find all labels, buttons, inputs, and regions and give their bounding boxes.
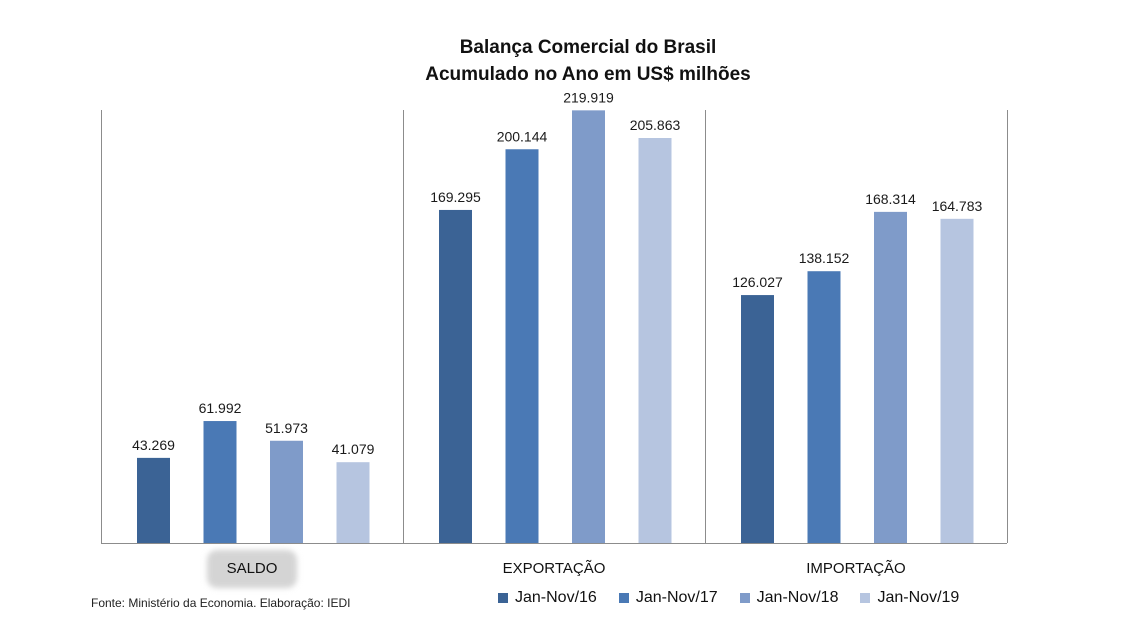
bar-jan-nov-17-0 xyxy=(203,421,237,543)
legend-item: Jan-Nov/19 xyxy=(860,589,959,607)
legend-swatch xyxy=(498,593,508,603)
legend-swatch xyxy=(739,593,750,603)
legend-label: Jan-Nov/18 xyxy=(756,589,839,606)
data-label: 219.919 xyxy=(563,89,614,105)
data-label: 168.314 xyxy=(865,191,916,207)
chart-title-block: Balança Comercial do Brasil Acumulado no… xyxy=(0,34,1136,88)
bar-jan-nov-18-2 xyxy=(874,211,907,544)
chart-subtitle: Acumulado no Ano em US$ milhões xyxy=(425,64,751,85)
data-label: 43.269 xyxy=(132,437,175,453)
data-label: 138.152 xyxy=(799,250,850,266)
legend-swatch xyxy=(618,593,629,603)
legend-item: Jan-Nov/17 xyxy=(618,589,718,607)
legend-label: Jan-Nov/19 xyxy=(877,589,960,606)
data-label: 51.973 xyxy=(265,420,308,436)
bar-jan-nov-17-2 xyxy=(807,271,841,543)
bar-jan-nov-16-0 xyxy=(137,457,170,543)
data-label: 164.783 xyxy=(932,198,983,214)
bar-jan-nov-17-1 xyxy=(505,149,539,543)
bar-jan-nov-16-2 xyxy=(741,295,774,543)
bar-jan-nov-18-1 xyxy=(572,110,605,544)
category-label: IMPORTAÇÃO xyxy=(806,560,905,577)
data-label: 41.079 xyxy=(332,441,375,457)
chart-legend: Jan-Nov/16 Jan-Nov/17 Jan-Nov/18 Jan-Nov/19 xyxy=(498,589,981,607)
bar-jan-nov-19-1 xyxy=(638,138,672,543)
bar-jan-nov-19-0 xyxy=(336,462,370,543)
data-label: 205.863 xyxy=(630,117,681,133)
legend-item: Jan-Nov/18 xyxy=(739,589,839,607)
legend-swatch xyxy=(860,593,871,603)
data-label: 169.295 xyxy=(430,189,481,205)
legend-item: Jan-Nov/16 xyxy=(498,589,597,607)
category-label: SALDO xyxy=(227,560,278,577)
category-highlight xyxy=(207,550,297,588)
data-label: 61.992 xyxy=(199,400,242,416)
legend-label: Jan-Nov/17 xyxy=(635,589,718,606)
chart-title: Balança Comercial do Brasil xyxy=(459,37,717,58)
data-label: 200.144 xyxy=(497,128,548,144)
bar-jan-nov-19-2 xyxy=(940,218,974,544)
category-label: EXPORTAÇÃO xyxy=(503,560,606,577)
data-label: 126.027 xyxy=(732,274,783,290)
bar-jan-nov-18-0 xyxy=(270,440,303,543)
source-note: Fonte: Ministério da Economia. Elaboraçã… xyxy=(91,596,351,610)
bar-jan-nov-16-1 xyxy=(439,209,472,543)
legend-label: Jan-Nov/16 xyxy=(515,589,597,606)
